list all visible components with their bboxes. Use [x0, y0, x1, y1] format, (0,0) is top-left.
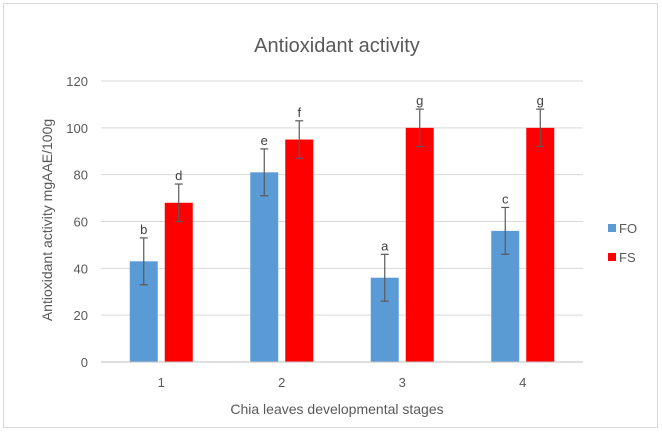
y-tick-label: 100	[66, 121, 88, 136]
significance-label: a	[381, 238, 389, 253]
significance-label: d	[175, 168, 182, 183]
x-tick-labels: 1 2 3 4	[158, 375, 527, 390]
x-tick-label: 2	[278, 375, 285, 390]
y-axis-label: Antioxidant activity mgAAE/100g	[39, 119, 55, 321]
bar-fs	[405, 127, 434, 362]
significance-label: e	[261, 133, 268, 148]
legend-swatch-fo	[608, 224, 616, 232]
bar-fs	[285, 139, 314, 362]
y-tick-label: 120	[66, 74, 88, 89]
y-tick-label: 60	[74, 215, 88, 230]
chart-title: Antioxidant activity	[254, 35, 420, 57]
x-tick-label: 1	[158, 375, 165, 390]
x-axis-label: Chia leaves developmental stages	[230, 401, 443, 417]
significance-label: b	[140, 222, 147, 237]
legend-label-fo: FO	[619, 221, 637, 236]
y-tick-label: 80	[74, 168, 88, 183]
y-tick-label: 20	[74, 308, 88, 323]
legend-label-fs: FS	[619, 250, 636, 265]
legend-swatch-fs	[608, 253, 616, 261]
bar-fs	[164, 202, 193, 362]
bars: b d e f a g c g	[101, 93, 583, 363]
significance-label: c	[502, 191, 509, 206]
y-tick-label: 40	[74, 261, 88, 276]
y-tick-labels: 0 20 40 60 80 100 120	[66, 74, 88, 370]
significance-label: g	[537, 93, 544, 108]
x-tick-label: 3	[399, 375, 406, 390]
legend: FO FS	[608, 221, 637, 265]
significance-label: g	[416, 93, 423, 108]
bar-fs	[526, 127, 555, 362]
y-tick-label: 0	[81, 355, 88, 370]
x-tick-label: 4	[519, 375, 526, 390]
significance-label: f	[297, 105, 301, 120]
bar-fo	[250, 172, 279, 362]
